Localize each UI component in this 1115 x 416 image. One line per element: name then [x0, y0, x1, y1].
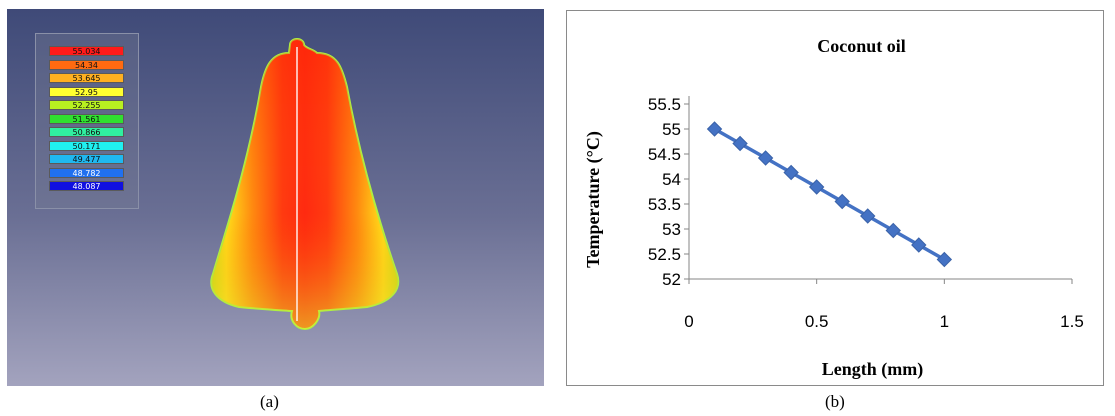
simulation-render: [7, 9, 544, 386]
y-axis-label: Temperature (°C): [583, 131, 604, 268]
data-point: [911, 237, 927, 253]
panel-b-caption: (b): [825, 392, 845, 411]
data-point: [783, 164, 799, 181]
legend-item: 48.087: [49, 181, 124, 191]
legend-item: 52.95: [49, 86, 124, 97]
y-tick-label: 55: [662, 120, 681, 139]
data-point: [757, 150, 774, 166]
y-tick-label: 52.5: [648, 245, 681, 264]
panel-a-caption: (a): [260, 392, 279, 411]
series-line: [713, 127, 946, 262]
chart-panel: Coconut oil 52 52.5 53 53.5 54 54.5 55 55.5 0 0.5 1…: [566, 10, 1104, 386]
data-point: [808, 179, 825, 195]
line-chart: Coconut oil 52 52.5 53 53.5 54 54.5 55 55.5 0 0.5 1…: [583, 36, 1084, 380]
legend-item: 50.171: [49, 140, 124, 151]
x-tick-label: 1: [940, 312, 949, 331]
y-tick-label: 52: [662, 270, 681, 289]
color-legend: 55.034 54.34 53.645 52.95 52.255 51.561 50.866…: [35, 33, 139, 209]
data-point: [860, 208, 876, 224]
data-point: [936, 251, 953, 268]
specimen-shape: [210, 38, 400, 331]
legend-item: 53.645: [49, 73, 124, 83]
data-point: [706, 121, 723, 137]
data-point: [732, 135, 748, 152]
y-tick-label: 53: [662, 220, 681, 239]
y-tick-label: 54.5: [648, 145, 681, 164]
legend-item: 52.255: [49, 100, 124, 110]
x-tick-label: 1.5: [1060, 312, 1084, 331]
y-tick-label: 53.5: [648, 195, 681, 214]
legend-item: 55.034: [49, 46, 124, 56]
x-tick-label: 0.5: [805, 312, 829, 331]
legend-item: 48.782: [49, 167, 124, 178]
legend-item: 50.866: [49, 127, 124, 137]
legend-item: 51.561: [49, 113, 124, 124]
legend-item: 49.477: [49, 154, 124, 164]
x-axis-label: Length (mm): [822, 359, 924, 380]
legend-item: 54.34: [49, 59, 124, 70]
y-tick-label: 55.5: [648, 95, 681, 114]
simulation-panel: 55.034 54.34 53.645 52.95 52.255 51.561 50.866…: [7, 9, 544, 386]
x-tick-label: 0: [684, 312, 693, 331]
data-point: [834, 193, 850, 210]
chart-title: Coconut oil: [817, 36, 906, 56]
y-tick-label: 54: [662, 170, 681, 189]
data-point: [885, 222, 901, 239]
